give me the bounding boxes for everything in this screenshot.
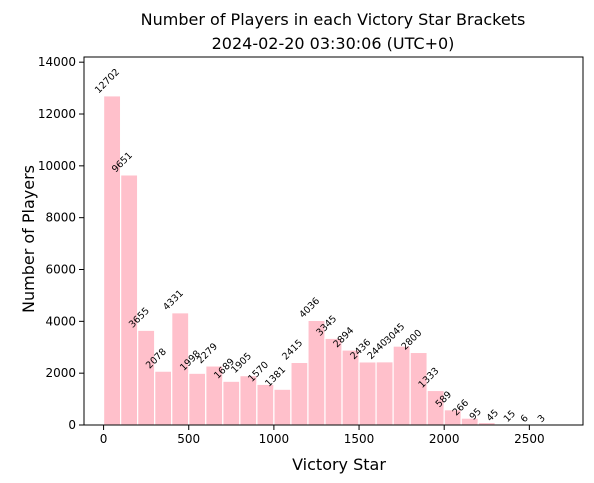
y-tick-label-14000: 14000 [38, 55, 76, 69]
x-tick-label-500: 500 [177, 432, 200, 446]
bar-1000 [273, 388, 292, 426]
y-tick-label-0: 0 [68, 418, 76, 432]
data-label-1100: 2415 [280, 338, 305, 363]
y-axis-label: Number of Players [19, 165, 38, 313]
plot-frame [83, 56, 584, 426]
y-tick-label-8000: 8000 [45, 211, 76, 225]
data-label-2400: 15 [502, 408, 518, 424]
chart-title: Number of Players in each Victory Star B… [141, 10, 526, 29]
bar-100 [120, 174, 139, 426]
x-tick-label-1500: 1500 [344, 432, 375, 446]
bar-700 [222, 380, 241, 426]
bar-0 [102, 95, 122, 426]
plot-area: 1270296513655207843311998227916891905157… [38, 55, 584, 446]
bar-1100 [290, 361, 309, 426]
y-tick-label-6000: 6000 [45, 263, 76, 277]
bar-1300 [324, 337, 343, 426]
bar-300 [154, 370, 173, 426]
x-axis-label: Victory Star [292, 455, 386, 474]
data-label-600: 2279 [195, 341, 220, 366]
y-tick-label-2000: 2000 [45, 366, 76, 380]
x-tick-label-2500: 2500 [514, 432, 545, 446]
data-label-1400: 2894 [331, 325, 356, 350]
bar-1700 [392, 345, 411, 426]
y-tick-label-4000: 4000 [45, 314, 76, 328]
x-tick-label-2000: 2000 [429, 432, 460, 446]
bar-1600 [375, 361, 394, 426]
x-tick-label-1000: 1000 [259, 432, 290, 446]
data-label-1200: 4036 [297, 296, 322, 321]
x-tick-label-0: 0 [100, 432, 108, 446]
bar-200 [137, 329, 156, 426]
data-label-0: 12702 [93, 67, 122, 96]
data-label-2300: 45 [485, 408, 501, 424]
bar-1500 [358, 361, 377, 426]
data-label-2600: 3 [536, 413, 548, 425]
y-tick-label-12000: 12000 [38, 107, 76, 121]
data-label-400: 4331 [161, 288, 186, 313]
bar-900 [256, 383, 275, 426]
data-label-2500: 6 [519, 413, 531, 425]
chart-subtitle: 2024-02-20 03:30:06 (UTC+0) [212, 34, 455, 53]
data-label-1300: 3345 [314, 314, 339, 339]
y-tick-label-10000: 10000 [38, 159, 76, 173]
bar-500 [188, 372, 207, 426]
